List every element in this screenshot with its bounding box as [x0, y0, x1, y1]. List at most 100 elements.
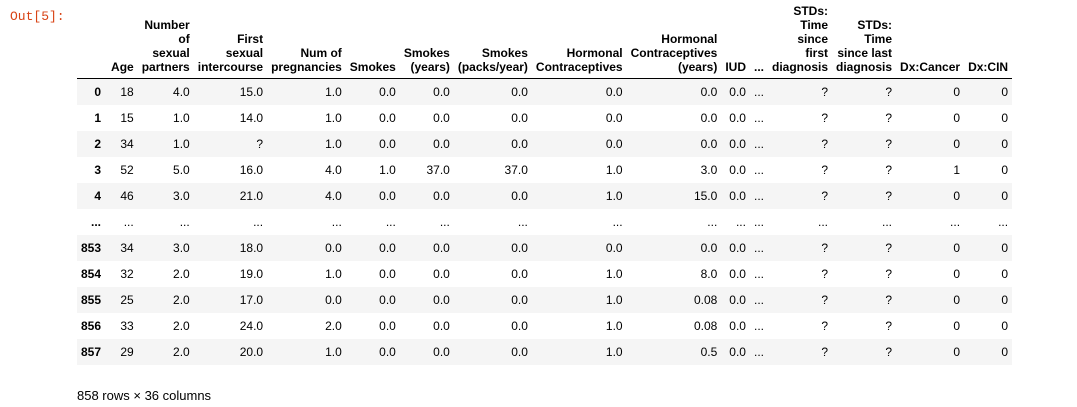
table-cell: ?	[885, 84, 893, 99]
table-row: 857 29 2.0 20.0 1.0 0.0 0.0 0.0 1.0 0.5 0.0...?? 0 0	[77, 338, 1013, 365]
table-cell: 8.0	[700, 266, 718, 281]
table-cell: 34	[120, 240, 134, 255]
table-cell: ?	[821, 162, 829, 177]
table-cell: ...	[753, 240, 764, 255]
table-cell: 37.0	[426, 162, 450, 177]
table-cell: 0.0	[729, 318, 746, 333]
table-cell: 0.0	[729, 240, 746, 255]
table-cell: 1.0	[605, 162, 623, 177]
table-cell: 0.0	[511, 84, 528, 99]
table-cell: 1.0	[605, 344, 623, 359]
table-cell: ?	[821, 136, 829, 151]
table-cell: 0	[1001, 136, 1009, 151]
table-cell: 0	[953, 136, 961, 151]
table-body: 0 18 4.0 15.0 1.0 0.0 0.0 0.0 0.0 0.0 0.0...?? 0 0 1 1…	[77, 78, 1013, 365]
column-header: Age	[107, 4, 138, 79]
table-cell: 0.0	[379, 188, 396, 203]
column-header: STDs: Time since first diagnosis	[768, 4, 833, 79]
table-cell: ...	[753, 188, 764, 203]
table-cell: 17.0	[239, 292, 264, 307]
table-row: 0 18 4.0 15.0 1.0 0.0 0.0 0.0 0.0 0.0 0.0...?? 0 0	[77, 78, 1013, 105]
table-row: 2 34 1.0? 1.0 0.0 0.0 0.0 0.0 0.0 0.0...?? 0 0	[77, 130, 1013, 157]
table-cell: 0	[953, 84, 961, 99]
table-header: Age Number of sexual partners First sexual…	[77, 4, 1013, 79]
table-cell: 16.0	[239, 162, 264, 177]
table-cell: ?	[885, 318, 893, 333]
table-cell: 0.5	[700, 344, 718, 359]
table-cell: 0	[953, 318, 961, 333]
row-index: 0	[94, 84, 102, 99]
table-cell: 20.0	[239, 344, 264, 359]
table-cell: ?	[885, 188, 893, 203]
table-cell: 0	[1001, 240, 1009, 255]
table-cell: ...	[253, 214, 264, 229]
table-cell: 0.0	[511, 292, 528, 307]
table-cell: 0.0	[433, 136, 450, 151]
table-cell: ...	[753, 292, 764, 307]
table-cell: 0.0	[325, 292, 342, 307]
table-cell: ...	[882, 214, 893, 229]
table-cell: ...	[753, 318, 764, 333]
column-header: Dx:Cancer	[896, 4, 965, 79]
table-cell: 14.0	[239, 110, 264, 125]
table-cell: 15.0	[239, 84, 264, 99]
table-cell: 1.0	[173, 136, 190, 151]
table-cell: ...	[753, 266, 764, 281]
table-cell: 0	[953, 292, 961, 307]
table-cell: 32	[120, 266, 134, 281]
table-cell: ...	[753, 136, 764, 151]
table-cell: 25	[120, 292, 134, 307]
table-cell: 1.0	[325, 266, 342, 281]
table-row: 856 33 2.0 24.0 2.0 0.0 0.0 0.0 1.0 0.08 0.0...?? 0…	[77, 312, 1013, 339]
table-cell: ?	[821, 344, 829, 359]
table-cell: 46	[120, 188, 134, 203]
table-cell: ?	[821, 240, 829, 255]
table-cell: 2.0	[173, 266, 190, 281]
table-cell: ...	[998, 214, 1009, 229]
table-cell: 2.0	[173, 318, 190, 333]
column-header: Hormonal Contraceptives	[531, 4, 627, 79]
table-cell: 0.0	[511, 344, 528, 359]
table-cell: 1.0	[605, 318, 623, 333]
table-cell: 0.0	[511, 266, 528, 281]
table-cell: 0.0	[729, 266, 746, 281]
row-index: 1	[94, 110, 102, 125]
table-cell: 0.0	[511, 136, 528, 151]
table-cell: ?	[821, 84, 829, 99]
table-cell: 4.0	[173, 84, 190, 99]
table-cell: ?	[821, 188, 829, 203]
table-cell: ?	[256, 136, 264, 151]
row-index: 854	[81, 266, 102, 281]
table-cell: ...	[753, 162, 764, 177]
table-cell: 0.0	[379, 292, 396, 307]
table-cell: ?	[821, 292, 829, 307]
table-cell: ...	[439, 214, 450, 229]
table-cell: ?	[885, 292, 893, 307]
dataframe-output[interactable]: Age Number of sexual partners First sexual…	[77, 4, 1077, 379]
table-cell: 0.08	[693, 318, 718, 333]
table-cell: 0.0	[729, 162, 746, 177]
table-cell: 0	[1001, 344, 1009, 359]
table-cell: 0.0	[433, 318, 450, 333]
table-cell: 21.0	[239, 188, 264, 203]
row-index: ...	[91, 214, 102, 229]
table-row: 854 32 2.0 19.0 1.0 0.0 0.0 0.0 1.0 8.0 0.0...?? 0 0	[77, 260, 1013, 287]
table-cell: ?	[885, 136, 893, 151]
table-cell: 4.0	[325, 162, 342, 177]
table-cell: 3.0	[700, 162, 718, 177]
table-cell: 18	[120, 84, 134, 99]
table-row: 1 15 1.0 14.0 1.0 0.0 0.0 0.0 0.0 0.0 0.0...?? 0 0	[77, 104, 1013, 131]
table-cell: ...	[612, 214, 623, 229]
dataframe-table: Age Number of sexual partners First sexual…	[77, 4, 1013, 365]
table-cell: 0.08	[693, 292, 718, 307]
table-cell: ...	[753, 344, 764, 359]
column-header: Smokes	[345, 4, 400, 79]
table-cell: 0.0	[511, 110, 528, 125]
index-header	[77, 4, 108, 79]
table-cell: 0.0	[379, 344, 396, 359]
table-cell: 0	[1001, 292, 1009, 307]
table-cell: 1.0	[379, 162, 396, 177]
table-cell: ...	[735, 214, 746, 229]
table-cell: 0.0	[700, 240, 718, 255]
table-cell: ...	[517, 214, 528, 229]
